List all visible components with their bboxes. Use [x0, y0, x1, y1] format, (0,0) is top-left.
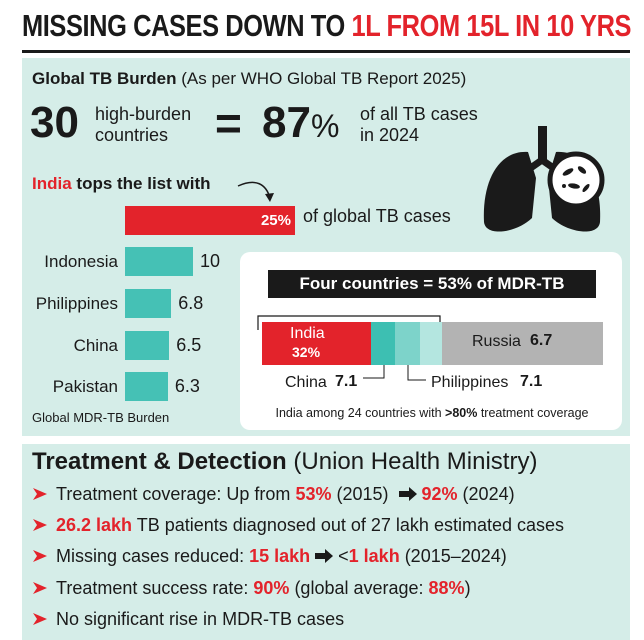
burden-count: 30 — [30, 98, 79, 147]
category-label: Russia — [472, 333, 521, 350]
burden-share-text: of all TB cases in 2024 — [360, 104, 478, 145]
bottom-panel — [22, 444, 630, 640]
mdr-note: India among 24 countries with >80% treat… — [252, 406, 612, 420]
bar-intro-text: tops the list with — [76, 174, 211, 193]
mdr-note-emphasis: >80% — [445, 406, 478, 420]
bar-segment — [419, 322, 443, 365]
burden-source: (As per WHO Global TB Report 2025) — [181, 69, 467, 88]
bullet: No significant rise in MDR-TB cases — [32, 609, 344, 630]
value-label: 6.3 — [174, 376, 200, 396]
bullet-marker — [33, 582, 47, 594]
bullet-marker — [33, 550, 47, 562]
treatment-source: (Union Health Ministry) — [293, 448, 538, 475]
bar-intro-country: India — [32, 174, 72, 193]
arrow-icon — [398, 487, 417, 501]
bar — [125, 247, 193, 276]
bar-annotation: of global TB cases — [303, 206, 451, 226]
bar-segment — [395, 322, 420, 365]
bullet-text: < — [338, 546, 349, 566]
burden-heading: Global TB Burden — [32, 69, 177, 88]
bar-intro: India tops the list with — [32, 174, 211, 194]
category-label: China — [73, 336, 118, 355]
headline: MISSING CASES DOWN TO 1L FROM 15L IN 10 … — [22, 8, 631, 44]
treatment-heading-row: Treatment & Detection (Union Health Mini… — [32, 448, 537, 476]
arrow-icon — [315, 549, 334, 563]
bullet-figure: 88% — [428, 578, 465, 598]
bullet-figure: 92% — [421, 484, 458, 504]
mdr-note-text: treatment coverage — [477, 406, 589, 420]
bullet-figure: 90% — [253, 578, 290, 598]
bullet-text: TB patients diagnosed out of 27 lakh est… — [132, 515, 565, 535]
bullet-text: ) — [464, 578, 471, 598]
bullet-text: Missing cases reduced: — [56, 546, 250, 566]
mdr-note-text: India among 24 countries with — [275, 406, 446, 420]
value-label: 6.8 — [178, 293, 204, 313]
burden-heading-row: Global TB Burden (As per WHO Global TB R… — [32, 69, 466, 89]
rule — [22, 50, 630, 53]
bullet-text: Treatment success rate: — [56, 578, 254, 598]
bullet: Treatment success rate: 90% (global aver… — [32, 578, 471, 599]
bullet-text: (2015–2024) — [399, 546, 507, 566]
category-label: Pakistan — [52, 377, 118, 396]
bullet-marker — [33, 519, 47, 531]
bar-segment — [262, 322, 372, 365]
bullet-figure: 15 lakh — [249, 546, 311, 566]
bullet-text: Treatment coverage: Up from — [56, 484, 296, 504]
category-label: China — [285, 374, 327, 391]
bullet-figure: 1 lakh — [348, 546, 400, 566]
bullet-text: (2015) — [331, 484, 394, 504]
bar — [125, 289, 172, 318]
bar — [125, 331, 170, 360]
bullet-marker — [33, 488, 47, 500]
burden-share-value: 87 — [262, 98, 311, 147]
burden-share: 87% — [262, 98, 339, 148]
headline-highlight: 1L FROM 15L IN 10 YRS — [351, 8, 632, 43]
category-label: Philippines — [431, 374, 509, 391]
treatment-heading: Treatment & Detection — [32, 448, 287, 475]
bullet-figure: 26.2 lakh — [56, 515, 133, 535]
intro-arrow — [237, 181, 274, 202]
value-label: 6.7 — [530, 332, 553, 349]
category-label: Indonesia — [44, 252, 118, 271]
value-label: 6.5 — [176, 335, 202, 355]
mdr-title: Four countries = 53% of MDR-TB — [268, 270, 596, 298]
value-label: 32% — [292, 344, 321, 360]
burden-share-unit: % — [310, 108, 340, 144]
value-label: 7.1 — [335, 373, 358, 390]
bullet-text: No significant rise in MDR-TB cases — [56, 609, 345, 629]
category-label: India — [290, 325, 325, 342]
bullet-marker — [33, 613, 47, 625]
bullet-figure: 53% — [295, 484, 332, 504]
bullet-text: (2024) — [457, 484, 515, 504]
bar-segment — [371, 322, 396, 365]
bar — [125, 372, 168, 401]
bar-caption: Global MDR-TB Burden — [32, 410, 170, 425]
headline-text: MISSING CASES DOWN TO — [22, 8, 345, 43]
bullet: Missing cases reduced: 15 lakh <1 lakh (2… — [32, 546, 507, 567]
equals-sign: = — [215, 97, 242, 149]
value-label: 10 — [200, 251, 221, 271]
category-label: Philippines — [35, 294, 118, 313]
burden-count-text: high-burden countries — [95, 104, 192, 145]
value-label: 25% — [260, 212, 291, 229]
bullet: Treatment coverage: Up from 53% (2015) 9… — [32, 484, 515, 505]
bar — [125, 206, 295, 235]
lungs-icon — [483, 126, 605, 232]
bullet: 26.2 lakh TB patients diagnosed out of 2… — [32, 515, 564, 536]
value-label: 7.1 — [520, 373, 543, 390]
bullet-text: (global average: — [289, 578, 429, 598]
